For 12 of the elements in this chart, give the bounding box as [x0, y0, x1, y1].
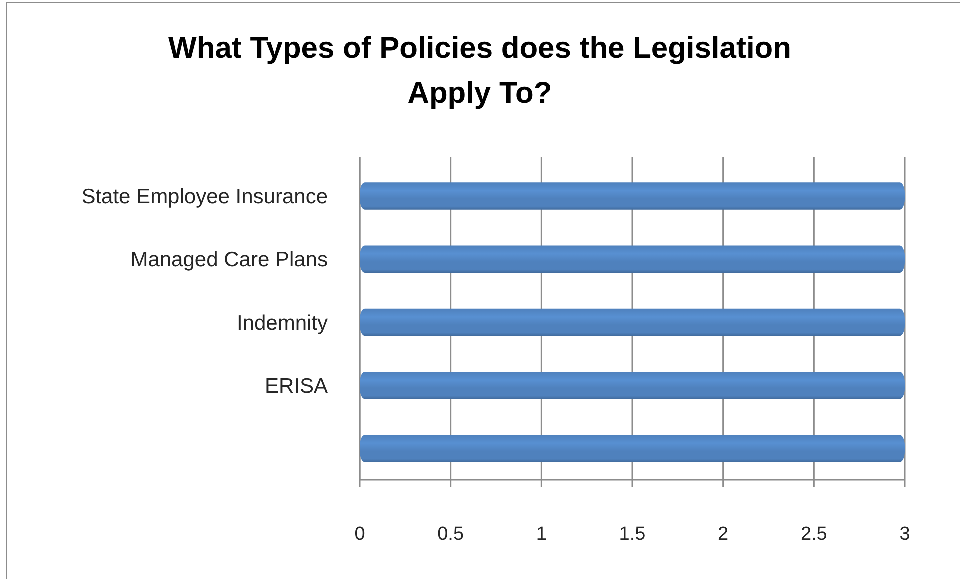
y-tick-label: State Employee Insurance — [82, 186, 328, 209]
x-tick-label: 3 — [900, 524, 910, 545]
x-tick-label: 2.5 — [800, 524, 828, 545]
x-tick-label: 1.5 — [619, 524, 646, 545]
y-tick-label: Managed Care Plans — [130, 248, 328, 272]
chart-title: What Types of Policies does the Legislation Apply To? — [168, 32, 792, 110]
x-tick-label: 0.5 — [438, 524, 464, 545]
x-tick-label: 1 — [536, 524, 547, 545]
y-tick-label: Indemnity — [236, 312, 328, 335]
y-tick-label: ERISA — [264, 374, 328, 398]
x-tick-label: 2 — [718, 524, 729, 545]
x-tick-label: 0 — [354, 524, 366, 545]
